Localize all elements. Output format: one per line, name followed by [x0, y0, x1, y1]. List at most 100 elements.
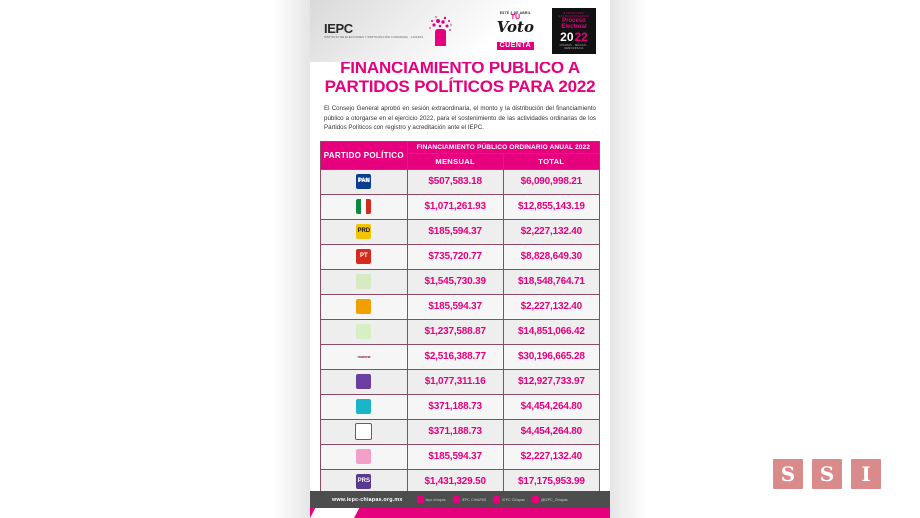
- cell-mensual: $1,237,588.87: [406, 318, 504, 345]
- cell-total: $4,454,264.80: [502, 393, 601, 420]
- social-links: iepc.chiapas IEPC CHIAPAS IEPC Chiapas @IEP…: [416, 496, 568, 503]
- party-logo-icon: PT: [356, 249, 372, 265]
- cell-mensual: $371,188.73: [406, 393, 504, 420]
- social-link[interactable]: IEPC Chiapas: [493, 496, 525, 503]
- logo-strip: IEPC INSTITUTO DE ELECCIONES Y PARTICIPA…: [310, 0, 610, 56]
- party-logo-cell: [320, 443, 408, 470]
- tu-voto-cuenta-logo: ESTE 2 DE ABRIL TU Voto CUENTA: [489, 11, 541, 51]
- cell-total: $12,927,733.97: [502, 368, 601, 395]
- voto-tu-text: TU: [510, 14, 521, 21]
- table-row: PRS $1,431,329.50 $17,175,953.99: [320, 468, 601, 495]
- party-logo-cell: morena: [320, 343, 408, 370]
- voto-cuenta-text: CUENTA: [496, 42, 535, 50]
- watermark-letter: S: [773, 459, 803, 489]
- party-logo-icon: [356, 449, 372, 465]
- cell-total: $2,227,132.40: [502, 443, 601, 470]
- voto-voto-text: Voto: [496, 18, 534, 37]
- proceso-word: Proceso: [562, 18, 586, 24]
- left-background-panel: [0, 0, 310, 518]
- party-logo-cell: [320, 318, 408, 345]
- proceso-top-text: ELECCIONES EXTRAORDINARIAS: [558, 12, 590, 18]
- right-background-panel: [610, 0, 920, 518]
- cell-total: $12,855,143.19: [502, 193, 601, 220]
- title-line-1: FINANCIAMIENTO PÚBLICO A: [340, 58, 580, 77]
- cell-total: $17,175,953.99: [502, 468, 601, 495]
- watermark-letter: I: [851, 459, 881, 489]
- party-logo-icon: [356, 324, 372, 340]
- party-logo-cell: [320, 368, 408, 395]
- cell-mensual: $1,431,329.50: [406, 468, 504, 495]
- party-logo-cell: [320, 418, 408, 445]
- social-link[interactable]: IEPC CHIAPAS: [452, 496, 487, 503]
- table-row: $185,594.37 $2,227,132.40: [320, 443, 601, 470]
- social-link[interactable]: @IEPC_Chiapas: [531, 496, 568, 503]
- table-head: PARTIDO POLÍTICO FINANCIAMIENTO PÚBLICO …: [320, 140, 601, 170]
- party-logo-cell: PAN: [320, 168, 408, 195]
- table-row: $371,188.73 $4,454,264.80: [320, 418, 601, 445]
- party-logo-icon: [356, 199, 372, 215]
- party-logo-cell: [320, 293, 408, 320]
- voto-top-line: ESTE 2 DE ABRIL: [499, 11, 532, 15]
- hand-vote-logo-icon: [427, 16, 453, 46]
- cell-total: $2,227,132.40: [502, 293, 601, 320]
- party-logo-icon: [355, 423, 373, 441]
- iepc-logo: IEPC INSTITUTO DE ELECCIONES Y PARTICIPA…: [324, 16, 453, 46]
- electoral-word: Electoral: [561, 24, 587, 30]
- col-header-total: TOTAL: [502, 152, 601, 170]
- party-logo-cell: PRD: [320, 218, 408, 245]
- party-logo-icon: PAN: [356, 174, 372, 190]
- table-row: $185,594.37 $2,227,132.40: [320, 293, 601, 320]
- twitter-icon: [531, 496, 539, 503]
- cell-mensual: $185,594.37: [406, 218, 504, 245]
- table-row: $371,188.73 $4,454,264.80: [320, 393, 601, 420]
- cell-mensual: $507,583.18: [406, 168, 504, 195]
- cell-total: $2,227,132.40: [502, 218, 601, 245]
- party-logo-icon: [356, 399, 372, 415]
- cell-total: $18,548,764.71: [502, 268, 601, 295]
- footer-pink-strip: [310, 508, 610, 518]
- table-body: PAN $507,583.18$6,090,998.21$1,071,261.93…: [320, 168, 601, 518]
- social-link[interactable]: iepc.chiapas: [416, 496, 446, 503]
- cell-total: $4,454,264.80: [502, 418, 601, 445]
- social-handle: IEPC CHIAPAS: [461, 497, 487, 502]
- left-shadow-gradient: [274, 0, 310, 518]
- table-row: morena $2,516,388.77 $30,196,665.28: [320, 343, 601, 370]
- cell-total: $14,851,066.42: [502, 318, 601, 345]
- right-shadow-gradient: [610, 0, 646, 518]
- table-row: PT $735,720.77 $8,828,649.30: [320, 243, 601, 270]
- cell-total: $6,090,998.21: [502, 168, 601, 195]
- cell-mensual: $2,516,388.77: [406, 343, 504, 370]
- proceso-electoral-logo: ELECCIONES EXTRAORDINARIAS Proceso Elect…: [552, 8, 596, 54]
- col-header-party: PARTIDO POLÍTICO: [320, 140, 408, 170]
- party-logo-cell: [320, 393, 408, 420]
- financing-table: PARTIDO POLÍTICO FINANCIAMIENTO PÚBLICO …: [320, 140, 601, 518]
- proceso-year: 20 22: [557, 31, 591, 43]
- facebook-icon: [452, 496, 460, 503]
- party-logo-icon: [356, 374, 372, 390]
- cell-mensual: $735,720.77: [406, 243, 504, 270]
- party-logo-icon: morena: [356, 349, 372, 365]
- year-second-half: 22: [574, 30, 588, 44]
- col-header-group: FINANCIAMIENTO PÚBLICO ORDINARIO ANUAL 2…: [406, 140, 601, 154]
- cell-mensual: $185,594.37: [406, 293, 504, 320]
- website-url[interactable]: www.iepc-chiapas.org.mx: [332, 496, 403, 503]
- year-first-half: 20: [560, 30, 574, 44]
- iepc-wordmark: IEPC: [324, 21, 353, 37]
- party-logo-cell: [320, 268, 408, 295]
- cell-mensual: $371,188.73: [406, 418, 504, 445]
- cell-total: $30,196,665.28: [502, 343, 601, 370]
- cell-mensual: $185,594.37: [406, 443, 504, 470]
- party-logo-icon: PRD: [356, 224, 372, 240]
- cell-mensual: $1,545,730.39: [406, 268, 504, 295]
- intro-paragraph: El Consejo General aprobó en sesión extr…: [324, 105, 596, 132]
- page-title: FINANCIAMIENTO PÚBLICO A PARTIDOS POLÍTI…: [320, 58, 600, 96]
- cell-mensual: $1,071,261.93: [406, 193, 504, 220]
- youtube-icon: [493, 496, 501, 503]
- col-header-mensual: MENSUAL: [406, 152, 504, 170]
- table-row: PRD $185,594.37 $2,227,132.40: [320, 218, 601, 245]
- party-logo-icon: [356, 274, 372, 290]
- cell-mensual: $1,077,311.16: [406, 368, 504, 395]
- title-line-2: PARTIDOS POLÍTICOS PARA 2022: [324, 77, 596, 97]
- social-handle: @IEPC_Chiapas: [540, 497, 568, 502]
